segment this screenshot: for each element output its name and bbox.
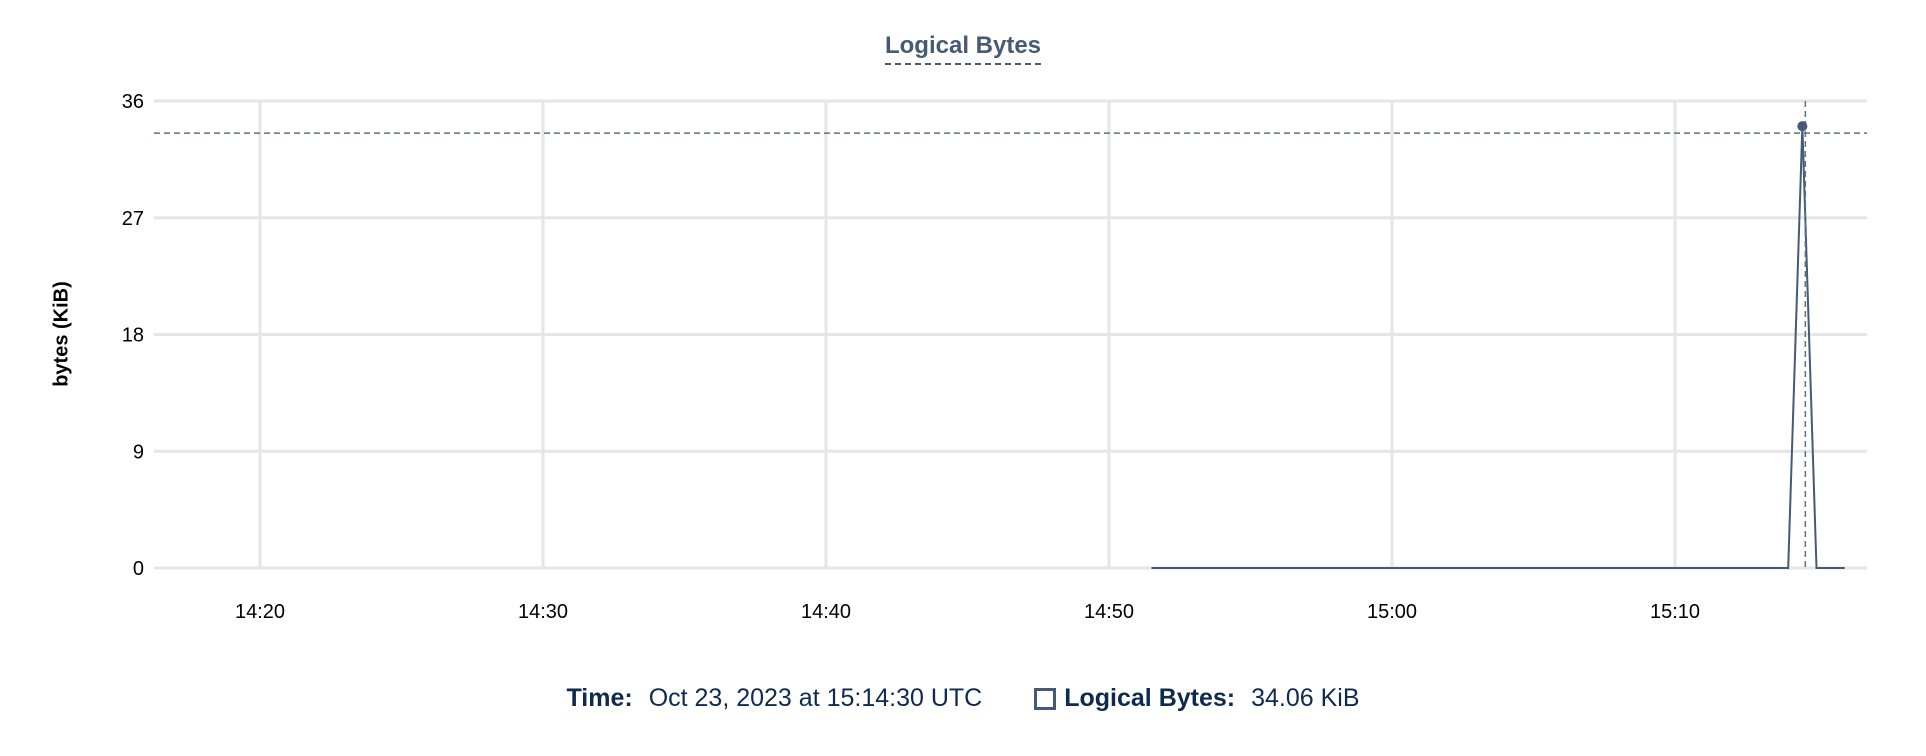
y-tick-label: 9	[133, 441, 144, 463]
hover-legend: Time: Oct 23, 2023 at 15:14:30 UTC Logic…	[0, 684, 1926, 713]
series-value: 34.06 KiB	[1251, 684, 1360, 712]
time-label: Time:	[566, 684, 633, 712]
line-chart[interactable]: 0 9 18 27 36 14:20 14:30 14:40 14:50 15:00 15:10	[0, 0, 1926, 650]
chart-title[interactable]: Logical Bytes	[884, 32, 1042, 65]
y-tick-label: 36	[122, 91, 144, 113]
series-toggle-checkbox[interactable]	[1034, 687, 1057, 710]
x-tick-label: 14:40	[801, 601, 851, 623]
x-tick-label: 14:50	[1084, 601, 1134, 623]
y-tick-label: 27	[122, 208, 144, 230]
hover-data-point	[1797, 121, 1808, 132]
x-tick-label: 14:30	[518, 601, 568, 623]
chart-title-wrap: Logical Bytes	[0, 32, 1926, 65]
y-tick-label: 0	[133, 558, 144, 580]
time-value: Oct 23, 2023 at 15:14:30 UTC	[648, 684, 983, 712]
x-tick-label: 15:10	[1650, 601, 1700, 623]
series-line	[1151, 126, 1845, 569]
y-tick-label: 18	[122, 325, 144, 347]
series-label: Logical Bytes:	[1064, 684, 1236, 712]
x-tick-label: 14:20	[235, 601, 285, 623]
x-tick-label: 15:00	[1367, 601, 1417, 623]
